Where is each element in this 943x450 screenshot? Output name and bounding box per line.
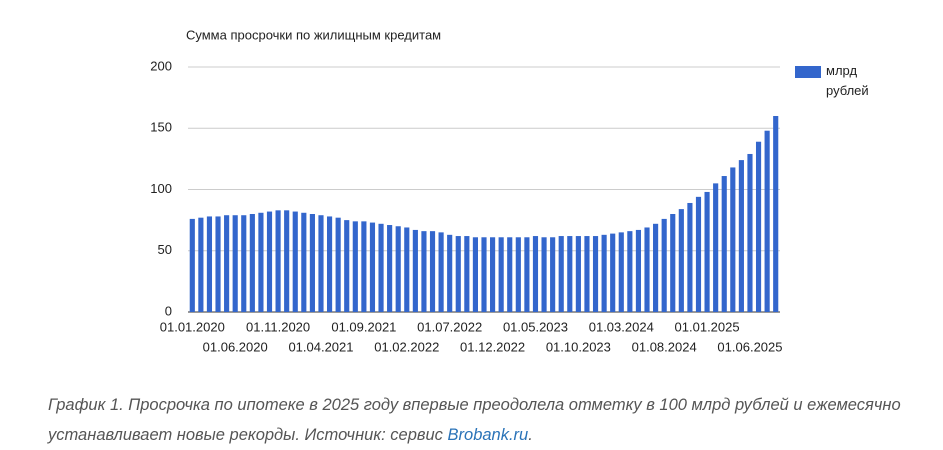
bar <box>541 237 547 312</box>
bar <box>755 141 762 312</box>
bar <box>284 210 290 312</box>
bar <box>721 176 727 312</box>
bar <box>335 217 341 312</box>
bar <box>275 210 281 312</box>
legend-label: млрд рублей <box>826 63 869 98</box>
bar <box>404 227 410 312</box>
chart-title: Сумма просрочки по жилищным кредитам <box>186 27 441 42</box>
bar <box>215 216 221 312</box>
bar <box>567 236 573 312</box>
bar <box>575 236 581 312</box>
legend-swatch <box>795 66 821 78</box>
bar <box>241 215 247 312</box>
bar <box>429 231 436 312</box>
bar <box>326 216 333 312</box>
bar <box>644 227 650 312</box>
bar <box>592 236 599 312</box>
bar <box>550 237 556 312</box>
bar <box>747 153 753 312</box>
bar <box>515 237 521 312</box>
bar <box>653 223 659 312</box>
bar <box>249 214 255 312</box>
bar <box>532 236 539 312</box>
y-tick-label: 0 <box>165 303 172 318</box>
bar <box>730 167 736 312</box>
bar <box>584 236 590 312</box>
caption-text: График 1. Просрочка по ипотеке в 2025 го… <box>48 396 901 444</box>
x-tick-label: 01.10.2023 <box>546 339 611 354</box>
y-tick-label: 150 <box>150 120 172 135</box>
bar <box>412 229 418 312</box>
bar <box>301 212 307 312</box>
y-tick-label: 100 <box>150 181 172 196</box>
caption-end: . <box>528 426 533 444</box>
y-tick-label: 200 <box>150 58 172 73</box>
bar <box>206 216 213 312</box>
bar <box>678 209 684 312</box>
bar <box>618 232 624 312</box>
bar <box>361 221 367 312</box>
bar <box>601 234 607 312</box>
bar <box>773 116 779 312</box>
bar <box>266 211 273 312</box>
bar <box>455 236 461 312</box>
bar <box>704 191 710 312</box>
x-tick-label: 01.06.2025 <box>717 339 782 354</box>
x-tick-label: 01.11.2020 <box>246 319 310 334</box>
bar <box>687 202 693 312</box>
bar <box>490 237 496 312</box>
bar <box>198 217 204 312</box>
bar <box>369 222 376 312</box>
bar <box>352 221 358 312</box>
bar <box>558 236 564 312</box>
bar <box>498 237 504 312</box>
bar <box>670 214 676 312</box>
bar <box>524 237 530 312</box>
bar <box>258 212 264 312</box>
bar <box>395 226 401 312</box>
bar <box>713 183 719 312</box>
chart: Сумма просрочки по жилищным кредитам 0 50… <box>150 27 869 354</box>
bar <box>464 236 470 312</box>
x-tick-label: 01.04.2021 <box>288 339 353 354</box>
bar <box>438 232 444 312</box>
bar <box>507 237 513 312</box>
x-tick-label: 01.06.2020 <box>203 339 268 354</box>
caption: График 1. Просрочка по ипотеке в 2025 го… <box>48 390 928 450</box>
bar <box>232 215 238 312</box>
bar <box>309 214 315 312</box>
bar <box>189 218 195 312</box>
bar <box>627 231 633 312</box>
x-tick-label: 01.12.2022 <box>460 339 525 354</box>
bar <box>695 196 702 312</box>
bar <box>318 215 324 312</box>
bar <box>344 220 350 312</box>
bar <box>472 237 478 312</box>
bar <box>387 225 393 312</box>
bar <box>378 223 384 312</box>
bar <box>610 233 616 312</box>
bar <box>635 229 642 312</box>
bar <box>421 231 427 312</box>
bar <box>224 215 230 312</box>
bar <box>481 237 487 312</box>
bar <box>292 211 298 312</box>
x-tick-label: 01.08.2024 <box>632 339 697 354</box>
y-tick-label: 50 <box>158 242 172 257</box>
bar <box>764 130 770 312</box>
bar <box>738 160 744 312</box>
bar <box>661 218 667 312</box>
x-tick-label: 01.07.2022 <box>417 319 482 334</box>
x-tick-label: 01.02.2022 <box>374 339 439 354</box>
x-tick-label: 01.01.2020 <box>160 319 225 334</box>
caption-link[interactable]: Brobank.ru <box>447 426 529 444</box>
x-tick-label: 01.01.2025 <box>675 319 740 334</box>
x-tick-label: 01.05.2023 <box>503 319 568 334</box>
x-tick-label: 01.09.2021 <box>331 319 396 334</box>
x-tick-label: 01.03.2024 <box>589 319 654 334</box>
bar <box>447 234 453 312</box>
